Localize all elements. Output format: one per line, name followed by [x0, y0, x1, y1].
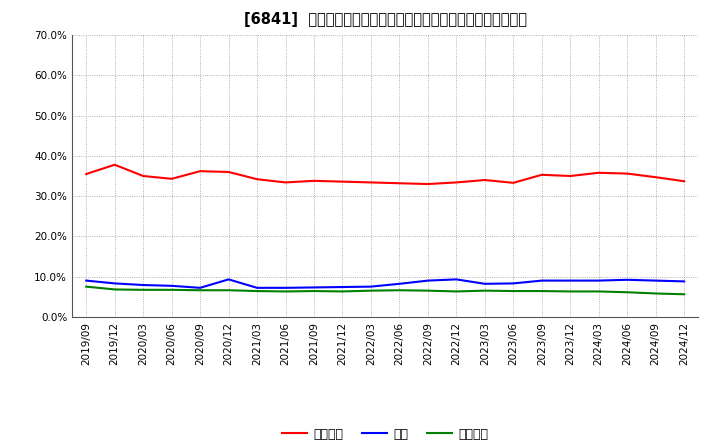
売上債権	[566, 173, 575, 179]
在庫	[452, 277, 461, 282]
売上債権	[310, 178, 318, 183]
買入債務	[652, 291, 660, 296]
買入債務	[167, 287, 176, 293]
売上債権	[595, 170, 603, 176]
買入債務	[366, 288, 375, 293]
売上債権	[82, 171, 91, 176]
在庫	[110, 281, 119, 286]
買入債務	[338, 289, 347, 294]
売上債権	[509, 180, 518, 186]
買入債務	[480, 288, 489, 293]
売上債権	[366, 180, 375, 185]
買入債務	[139, 287, 148, 293]
Legend: 売上債権, 在庫, 買入債務: 売上債権, 在庫, 買入債務	[277, 423, 493, 440]
買入債務	[282, 289, 290, 294]
買入債務	[196, 288, 204, 293]
買入債務	[680, 292, 688, 297]
買入債務	[595, 289, 603, 294]
売上債権	[139, 173, 148, 179]
在庫	[196, 285, 204, 290]
在庫	[395, 281, 404, 286]
在庫	[595, 278, 603, 283]
在庫	[652, 278, 660, 283]
買入債務	[452, 289, 461, 294]
Line: 在庫: 在庫	[86, 279, 684, 288]
在庫	[680, 279, 688, 284]
売上債権	[338, 179, 347, 184]
在庫	[338, 284, 347, 290]
売上債権	[423, 181, 432, 187]
在庫	[566, 278, 575, 283]
在庫	[253, 285, 261, 290]
Line: 買入債務: 買入債務	[86, 286, 684, 294]
売上債権	[253, 176, 261, 182]
買入債務	[623, 290, 631, 295]
在庫	[423, 278, 432, 283]
在庫	[509, 281, 518, 286]
在庫	[139, 282, 148, 288]
在庫	[623, 277, 631, 282]
在庫	[282, 285, 290, 290]
売上債権	[652, 175, 660, 180]
売上債権	[167, 176, 176, 181]
買入債務	[110, 287, 119, 292]
売上債権	[480, 177, 489, 183]
在庫	[225, 277, 233, 282]
買入債務	[566, 289, 575, 294]
売上債権	[196, 169, 204, 174]
売上債権	[282, 180, 290, 185]
買入債務	[509, 288, 518, 293]
買入債務	[82, 284, 91, 289]
売上債権	[623, 171, 631, 176]
買入債務	[537, 288, 546, 293]
Title: [6841]  売上債権、在庫、買入債務の総資産に対する比率の推移: [6841] 売上債権、在庫、買入債務の総資産に対する比率の推移	[243, 12, 527, 27]
買入債務	[395, 288, 404, 293]
在庫	[366, 284, 375, 289]
在庫	[167, 283, 176, 289]
売上債権	[680, 179, 688, 184]
売上債権	[110, 162, 119, 167]
在庫	[480, 281, 489, 286]
買入債務	[423, 288, 432, 293]
在庫	[537, 278, 546, 283]
買入債務	[225, 288, 233, 293]
売上債権	[452, 180, 461, 185]
売上債権	[537, 172, 546, 177]
買入債務	[310, 288, 318, 293]
売上債権	[225, 169, 233, 175]
在庫	[82, 278, 91, 283]
買入債務	[253, 288, 261, 293]
在庫	[310, 285, 318, 290]
Line: 売上債権: 売上債権	[86, 165, 684, 184]
売上債権	[395, 180, 404, 186]
